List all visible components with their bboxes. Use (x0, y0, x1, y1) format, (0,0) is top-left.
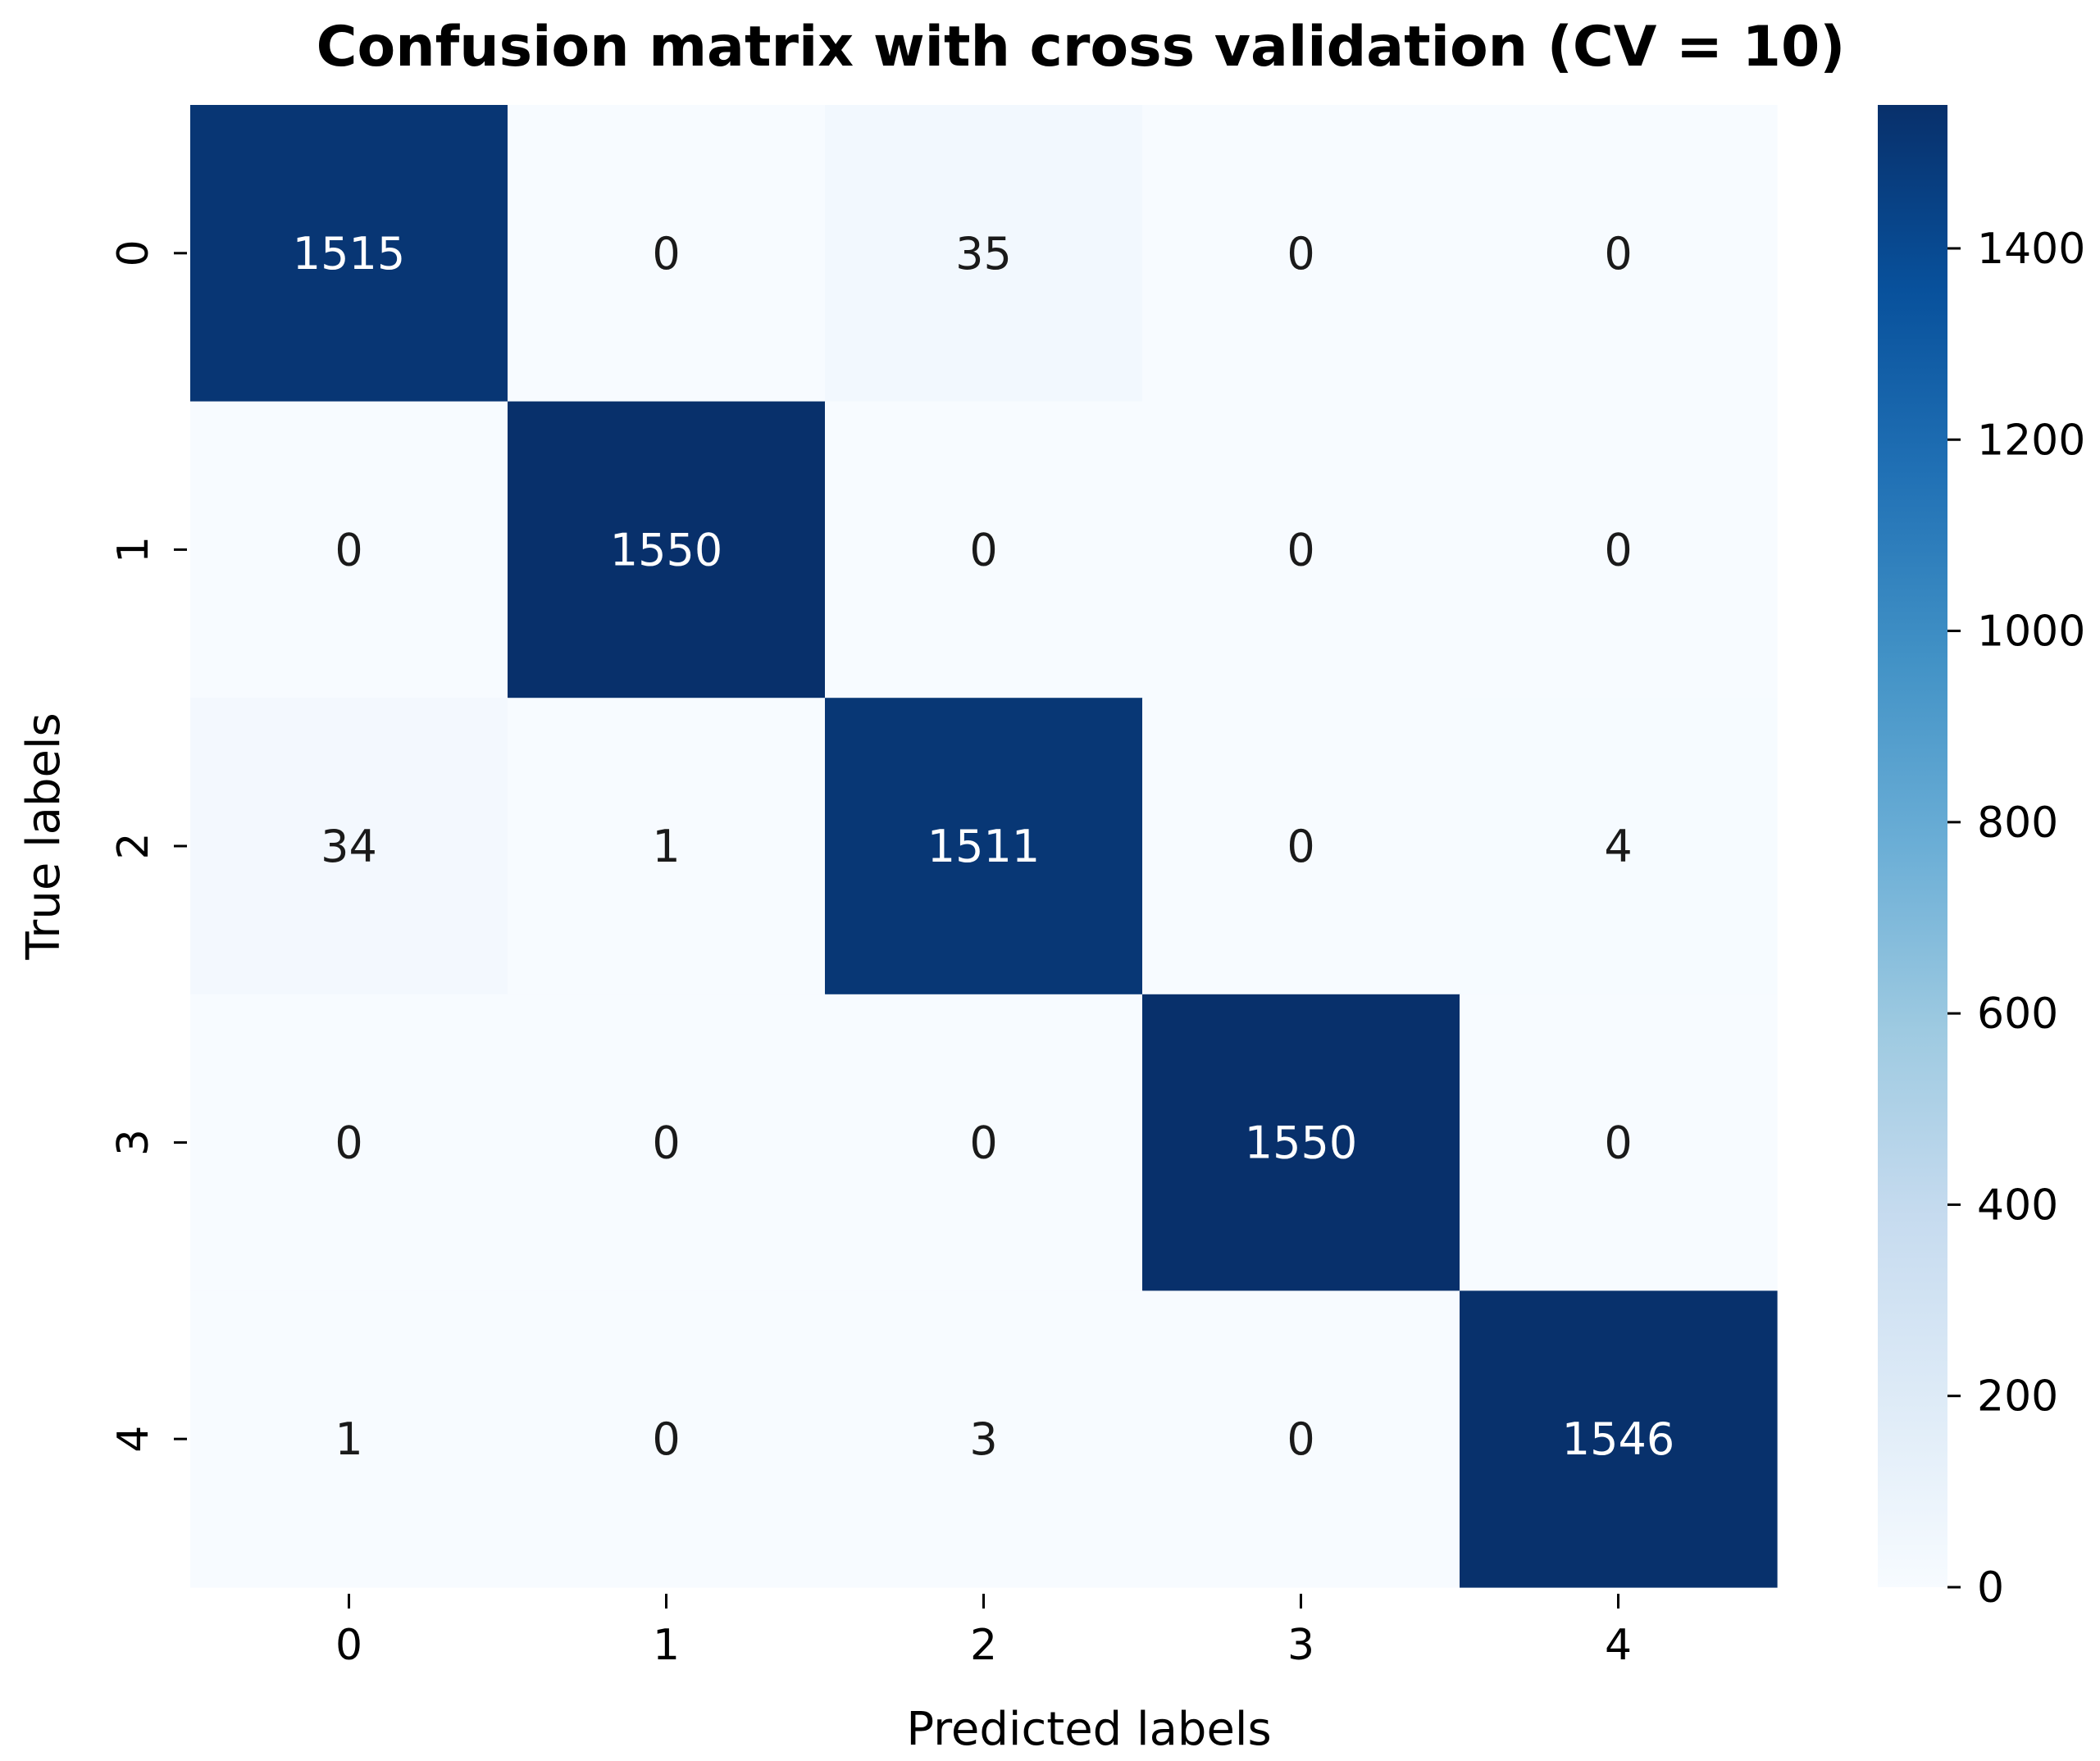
y-axis-label: True labels (17, 712, 71, 960)
cell-value-label: 0 (652, 1117, 680, 1169)
x-tick-label: 0 (335, 1621, 362, 1670)
heatmap-cell (825, 994, 1143, 1291)
heatmap-cell-labels: 1515 0 35 0 0 0 1550 0 0 0 34 1 1511 0 4 0 0 0 1550 0 1 0 3 0 15… (293, 228, 1674, 1465)
cell-value-label: 0 (652, 228, 680, 280)
heatmap-cell (825, 698, 1143, 995)
heatmap-cell (1460, 994, 1778, 1291)
heatmap-cell (825, 105, 1143, 403)
y-tick-label: 0 (109, 239, 158, 266)
y-tick-label: 3 (109, 1129, 158, 1156)
cell-value-label: 1546 (1562, 1413, 1674, 1465)
heatmap-cell (508, 401, 826, 698)
heatmap-cell (825, 401, 1143, 698)
cell-value-label: 1550 (610, 524, 722, 576)
heatmap-cell (190, 698, 508, 995)
cell-value-label: 0 (1604, 1117, 1632, 1169)
cell-value-label: 1515 (293, 228, 405, 280)
y-tick-label: 2 (109, 832, 158, 859)
cell-value-label: 34 (321, 821, 377, 872)
y-axis-ticks: 0 1 2 3 4 (109, 239, 187, 1453)
colorbar-tick-label: 1200 (1977, 416, 2085, 465)
cell-value-label: 3 (969, 1413, 997, 1465)
heatmap-cell (508, 994, 826, 1291)
cell-value-label: 35 (955, 228, 1012, 280)
cell-value-label: 0 (652, 1413, 680, 1465)
heatmap-cells (190, 105, 1778, 1588)
colorbar-tick-label: 400 (1977, 1181, 2058, 1230)
heatmap-cell (1460, 1290, 1778, 1588)
colorbar-tick-label: 800 (1977, 799, 2058, 848)
colorbar-tick-label: 600 (1977, 990, 2058, 1039)
heatmap-cell (508, 698, 826, 995)
cell-value-label: 0 (1287, 821, 1314, 872)
colorbar-tick-label: 1000 (1977, 607, 2085, 657)
cell-value-label: 4 (1604, 821, 1632, 872)
heatmap-cell (1142, 1290, 1460, 1588)
x-tick-label: 3 (1287, 1621, 1314, 1670)
x-axis-label: Predicted labels (906, 1703, 1271, 1756)
cell-value-label: 0 (969, 524, 997, 576)
y-tick-label: 1 (109, 536, 158, 563)
cell-value-label: 0 (335, 1117, 362, 1169)
cell-value-label: 0 (1287, 228, 1314, 280)
heatmap-cell (508, 105, 826, 403)
cell-value-label: 0 (1287, 1413, 1314, 1465)
cell-value-label: 1 (652, 821, 680, 872)
heatmap-cell (1142, 994, 1460, 1291)
heatmap-cell (1460, 401, 1778, 698)
x-tick-label: 4 (1605, 1621, 1632, 1670)
heatmap-cell (825, 1290, 1143, 1588)
cell-value-label: 1550 (1245, 1117, 1357, 1169)
heatmap-cell (1142, 401, 1460, 698)
cell-value-label: 0 (1287, 524, 1314, 576)
heatmap-cell (190, 1290, 508, 1588)
heatmap-cell (1142, 698, 1460, 995)
cell-value-label: 1 (335, 1413, 362, 1465)
colorbar-tick-label: 1400 (1977, 225, 2085, 274)
cell-value-label: 1511 (927, 821, 1040, 872)
cell-value-label: 0 (1604, 524, 1632, 576)
heatmap-cell (508, 1290, 826, 1588)
heatmap-cell (1460, 105, 1778, 403)
heatmap-cell (190, 105, 508, 403)
x-tick-label: 1 (653, 1621, 680, 1670)
colorbar (1878, 105, 1947, 1587)
colorbar-ticks: 0 200 400 600 800 1000 1200 1400 (1947, 225, 2085, 1613)
y-tick-label: 4 (109, 1426, 158, 1453)
chart-title: Confusion matrix with cross validation (… (317, 15, 1846, 80)
cell-value-label: 0 (969, 1117, 997, 1169)
x-axis-ticks: 0 1 2 3 4 (335, 1594, 1632, 1670)
colorbar-tick-label: 200 (1977, 1372, 2058, 1422)
heatmap-cell (190, 994, 508, 1291)
cell-value-label: 0 (1604, 228, 1632, 280)
x-tick-label: 2 (970, 1621, 997, 1670)
cell-value-label: 0 (335, 524, 362, 576)
heatmap-cell (1142, 105, 1460, 403)
colorbar-tick-label: 0 (1977, 1563, 2004, 1613)
heatmap-cell (1460, 698, 1778, 995)
heatmap-cell (190, 401, 508, 698)
